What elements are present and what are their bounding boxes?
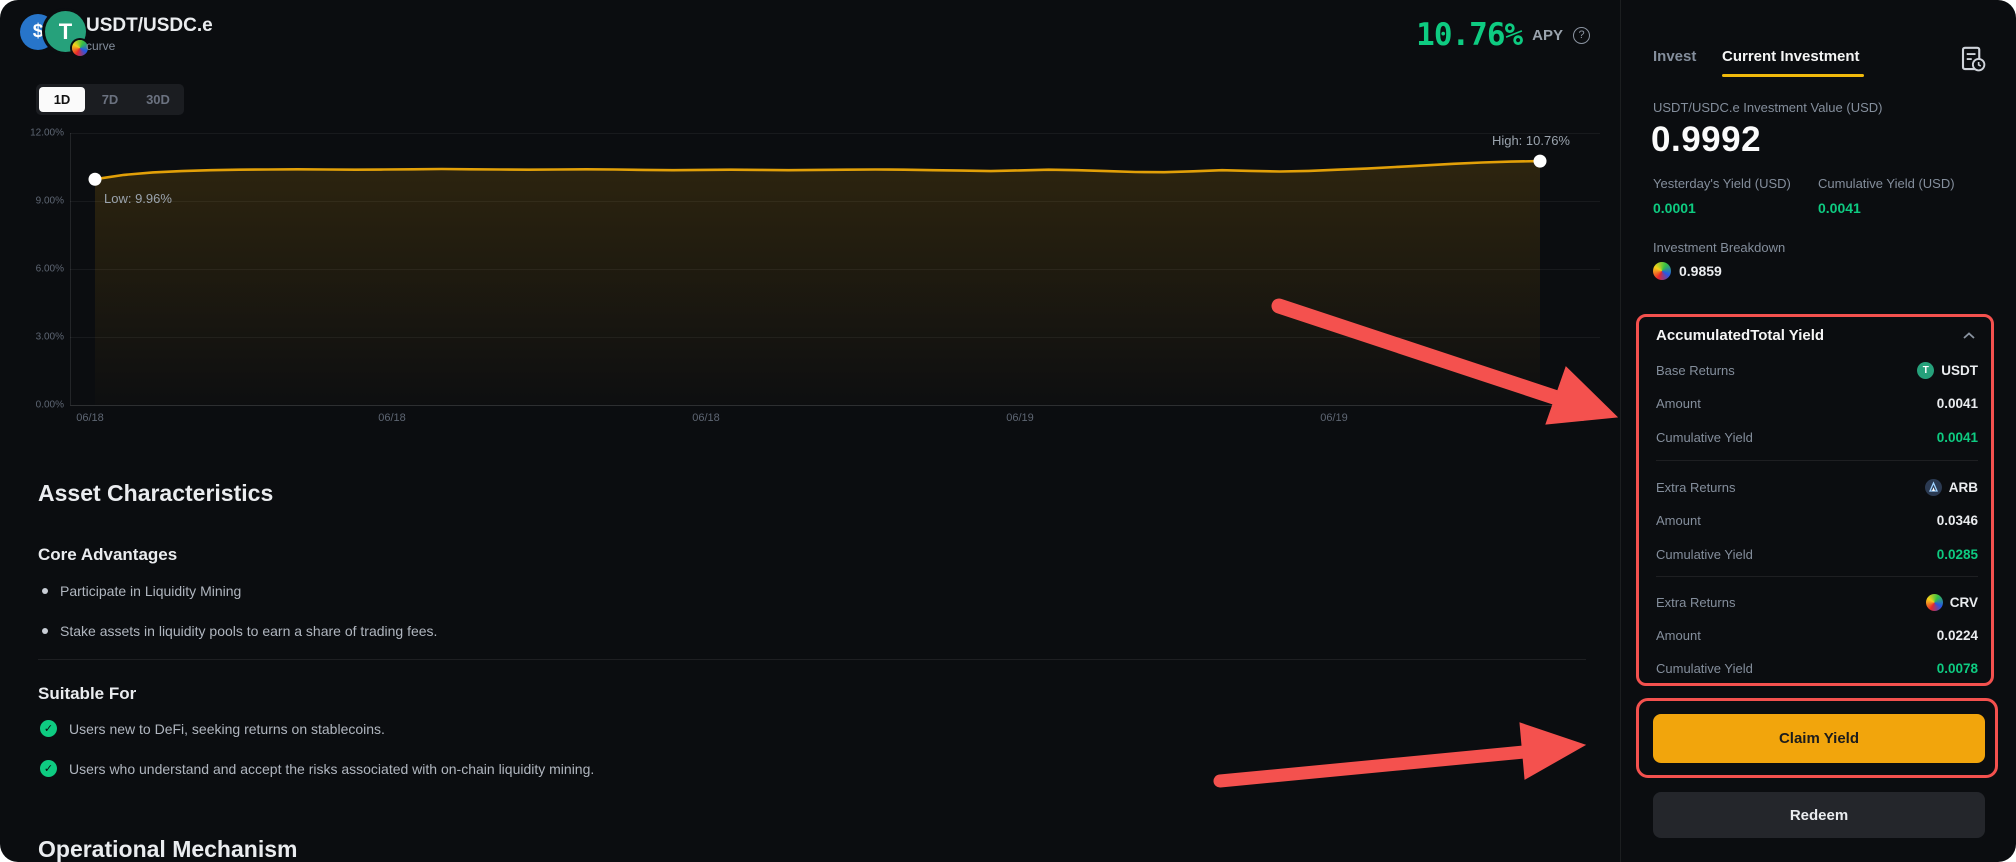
claim-button-highlight-box xyxy=(1636,698,1998,778)
pair-coin-icons: $ T xyxy=(20,10,90,58)
x-tick: 06/18 xyxy=(76,412,104,424)
annotation-arrow-to-claim-button xyxy=(1213,722,1587,788)
y-tick: 9.00% xyxy=(35,195,64,207)
active-tab-underline xyxy=(1722,74,1864,77)
tab-invest[interactable]: Invest xyxy=(1653,48,1697,65)
breakdown-row: 0.9859 xyxy=(1653,262,1722,280)
y-tick: 6.00% xyxy=(35,263,64,275)
yield-section-highlight-box xyxy=(1636,314,1994,686)
y-tick: 0.00% xyxy=(35,399,64,411)
y-tick: 12.00% xyxy=(30,127,64,139)
yield-row: Base Returns T USDT xyxy=(1656,362,1978,379)
panel-divider xyxy=(1620,0,1621,862)
apy-label: APY xyxy=(1532,26,1563,44)
yield-group-divider xyxy=(1656,460,1978,461)
chart-high-annotation: High: 10.76% xyxy=(1491,133,1570,148)
asset-chip: ARB xyxy=(1924,479,1978,496)
yield-row: Amount 0.0041 xyxy=(1656,396,1978,411)
range-tab-30d[interactable]: 30D xyxy=(146,92,170,107)
protocol-label: curve xyxy=(86,39,116,53)
x-tick: 06/18 xyxy=(378,412,406,424)
section-divider xyxy=(38,659,1586,660)
x-tick: 06/18 xyxy=(692,412,720,424)
list-item: ✓ Users new to DeFi, seeking returns on … xyxy=(40,720,385,737)
chart-low-annotation: Low: 9.96% xyxy=(104,191,172,206)
range-tab-1d[interactable]: 1D xyxy=(39,87,85,112)
crv-coin-icon xyxy=(1925,594,1943,611)
yield-row: Cumulative Yield 0.0078 xyxy=(1656,661,1978,676)
pair-title: USDT/USDC.e xyxy=(86,15,213,36)
asset-chip: T USDT xyxy=(1917,362,1978,379)
order-history-icon[interactable] xyxy=(1958,44,1988,74)
yesterday-yield-value: 0.0001 xyxy=(1653,200,1696,216)
yield-row: Cumulative Yield 0.0041 xyxy=(1656,430,1978,445)
apy-line-chart[interactable] xyxy=(70,133,1600,405)
yield-row: Amount 0.0346 xyxy=(1656,513,1978,528)
cumulative-yield-value: 0.0041 xyxy=(1818,200,1861,216)
check-circle-icon: ✓ xyxy=(40,720,57,737)
y-tick: 3.00% xyxy=(35,331,64,343)
investment-breakdown-label: Investment Breakdown xyxy=(1653,240,1786,255)
annotation-arrow-to-yield-section xyxy=(1271,298,1619,425)
yield-row: Extra Returns ARB xyxy=(1656,479,1978,496)
yesterday-yield-label: Yesterday's Yield (USD) xyxy=(1653,176,1791,191)
suitable-for-title: Suitable For xyxy=(38,684,137,703)
range-tab-7d[interactable]: 7D xyxy=(101,92,119,107)
y-axis-line xyxy=(70,133,71,405)
investment-value-label: USDT/USDC.e Investment Value (USD) xyxy=(1653,100,1883,115)
yield-row: Cumulative Yield 0.0285 xyxy=(1656,547,1978,562)
cumulative-yield-label: Cumulative Yield (USD) xyxy=(1818,176,1955,191)
asset-chip: CRV xyxy=(1925,594,1978,611)
yield-row: Amount 0.0224 xyxy=(1656,628,1978,643)
tab-current-investment[interactable]: Current Investment xyxy=(1722,48,1860,65)
list-item: ✓ Users who understand and accept the ri… xyxy=(40,760,594,777)
check-circle-icon: ✓ xyxy=(40,760,57,777)
x-tick: 06/19 xyxy=(1006,412,1034,424)
gridline xyxy=(70,133,1600,134)
x-tick: 06/19 xyxy=(1320,412,1348,424)
range-tab-group: 1D 7D 30D xyxy=(36,84,184,115)
chevron-up-icon[interactable] xyxy=(1962,331,1976,341)
core-advantages-title: Core Advantages xyxy=(38,545,178,564)
investment-value: 0.9992 xyxy=(1651,120,1762,159)
section-asset-characteristics: Asset Characteristics xyxy=(38,480,274,506)
yield-row: Extra Returns CRV xyxy=(1656,594,1978,611)
breakdown-value: 0.9859 xyxy=(1679,263,1722,279)
bullet-dot-icon xyxy=(42,628,48,634)
section-operational-mechanism: Operational Mechanism xyxy=(38,836,298,862)
claim-yield-button[interactable]: Claim Yield xyxy=(1653,714,1985,763)
accumulated-yield-title: AccumulatedTotal Yield xyxy=(1656,327,1825,344)
list-item: Stake assets in liquidity pools to earn … xyxy=(42,623,437,639)
yield-group-divider xyxy=(1656,576,1978,577)
crv-coin-icon xyxy=(1653,262,1671,280)
list-item: Participate in Liquidity Mining xyxy=(42,583,241,599)
redeem-button[interactable]: Redeem xyxy=(1653,792,1985,838)
apy-value: 10.76% xyxy=(1416,17,1523,53)
apy-block: 10.76% APY ? xyxy=(1200,17,1590,53)
x-axis-line xyxy=(70,405,1600,406)
curve-badge-icon xyxy=(72,40,88,56)
usdt-coin-icon: T xyxy=(1917,362,1935,379)
arb-coin-icon xyxy=(1924,479,1942,496)
apy-help-icon[interactable]: ? xyxy=(1573,26,1590,44)
bullet-dot-icon xyxy=(42,588,48,594)
